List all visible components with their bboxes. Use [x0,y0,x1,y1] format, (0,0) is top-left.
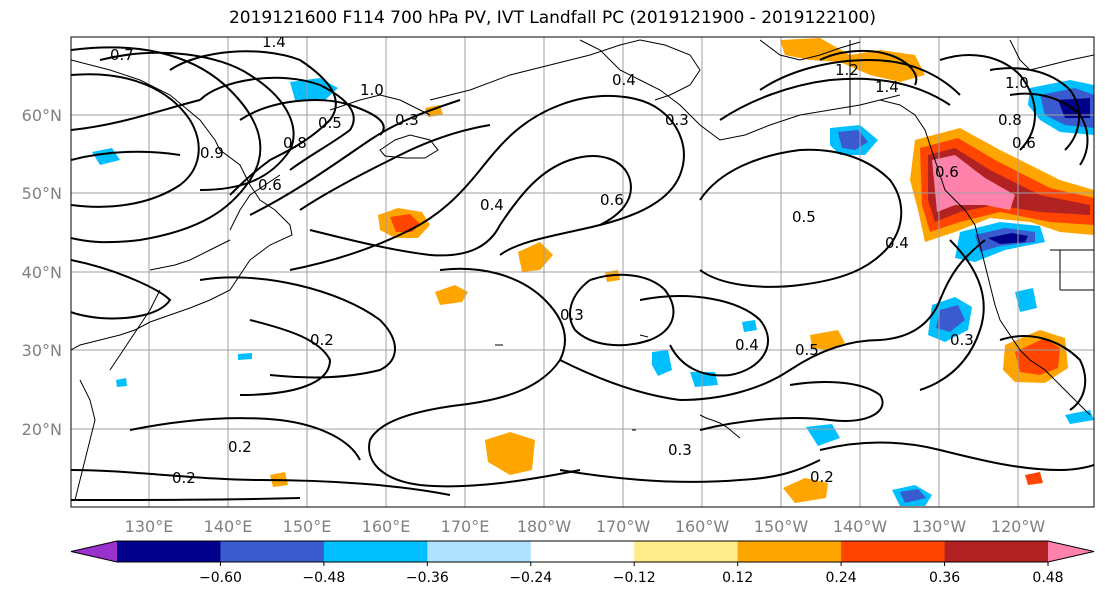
colorbar-extension-low [71,541,117,562]
shade-negative [900,489,926,503]
contour-label: 0.4 [612,71,636,89]
contour-label-group: 0.7 1.4 1.0 0.5 0.3 0.9 1.2 1.4 1.0 0.8 … [110,33,1036,487]
colorbar-bin [323,541,428,562]
colorbar-tick-label: −0.24 [509,570,552,586]
shade-positive [390,214,420,232]
shade-negative [690,372,718,387]
lon-label: 140°E [204,517,253,536]
coastlines [71,39,1094,501]
shade-positive [435,285,468,305]
contour-label: 0.4 [885,234,909,252]
pv-contours [71,46,1094,501]
shade-negative [806,424,840,446]
contour-label: 0.8 [998,111,1022,129]
lat-label: 50°N [22,184,62,203]
contour-label: 1.4 [875,78,899,96]
contour-label: 0.2 [172,469,196,487]
colorbar-tick-label: 0.12 [722,570,753,586]
contour-label: 0.6 [258,176,282,194]
colorbar-bin [530,541,635,562]
lat-label: 40°N [22,263,62,282]
colorbar: −0.60 −0.48 −0.36 −0.24 −0.12 0.12 0.24 0.36 0.4… [70,540,1095,586]
contour-label: 0.3 [668,441,692,459]
contour-label: 1.2 [835,61,859,79]
contour-label: 0.7 [110,46,134,64]
contour-label: 0.6 [1012,134,1036,152]
contour-label: 0.2 [810,468,834,486]
colorbar-bin [117,541,221,562]
lon-label: 180°W [517,517,572,536]
colorbar-bin [634,541,739,562]
contour-label: 0.6 [935,163,959,181]
contour-label: 0.2 [310,331,334,349]
shade-positive [810,330,845,350]
colorbar-bin [427,541,532,562]
contour-label: 0.4 [480,196,504,214]
colorbar-tick-label: −0.48 [302,570,345,586]
contour-label: 0.8 [283,134,307,152]
shade-negative [1058,98,1090,118]
lon-label: 170°E [441,517,490,536]
colorbar-tick-label: 0.24 [826,570,857,586]
colorbar-outline [70,540,1095,563]
shade-positive [485,432,535,475]
colorbar-tick-label: 0.48 [1032,570,1063,586]
lon-label: 150°E [283,517,332,536]
shading-layer [92,38,1094,506]
shade-negative [116,378,127,387]
contour-label: 0.4 [735,336,759,354]
contour-label: 1.4 [262,33,286,51]
shade-negative [1015,288,1037,312]
shade-negative [742,320,757,332]
contour-label: 0.3 [950,331,974,349]
shade-negative [1065,410,1094,424]
shade-negative [290,78,338,100]
contour-label: 0.6 [600,191,624,209]
shade-positive [783,478,828,503]
colorbar-extension-high [1048,541,1094,562]
lon-label: 120°W [991,517,1046,536]
contour-label: 0.3 [395,111,419,129]
contour-label: 1.0 [1005,74,1029,92]
colorbar-tick-label: −0.36 [406,570,449,586]
shade-positive [1025,472,1043,485]
contour-label: 0.5 [792,208,816,226]
map-title: 2019121600 F114 700 hPa PV, IVT Landfall… [228,8,876,28]
colorbar-bin [220,541,325,562]
colorbar-bin [944,541,1049,562]
contour-label: 0.5 [318,114,342,132]
colorbar-bin [737,541,842,562]
colorbar-tick-label: −0.12 [613,570,656,586]
contour-label: 0.3 [665,111,689,129]
lon-label: 140°W [833,517,888,536]
colorbar-tick-label: 0.36 [929,570,960,586]
graticule [71,37,1094,507]
shade-negative [652,350,672,376]
lon-label: 160°W [675,517,730,536]
lon-label: 170°W [596,517,651,536]
shade-negative [238,353,252,360]
shade-negative [92,148,120,165]
lon-label: 130°E [125,517,174,536]
colorbar-tick-label: −0.60 [199,570,242,586]
contour-label: 0.2 [228,438,252,456]
lon-label: 160°E [362,517,411,536]
lon-label: 150°W [754,517,809,536]
contour-label: 0.9 [200,144,224,162]
map-frame [70,36,1095,508]
shade-positive [518,242,553,272]
latitude-labels: 60°N 50°N 40°N 30°N 20°N [22,106,62,439]
contour-label: 1.0 [360,81,384,99]
lat-label: 30°N [22,341,62,360]
lat-label: 20°N [22,420,62,439]
colorbar-bin [841,541,946,562]
longitude-labels: 130°E 140°E 150°E 160°E 170°E 180°W 170°… [125,517,1046,536]
lat-label: 60°N [22,106,62,125]
contour-label: 0.3 [560,306,584,324]
shade-positive [1015,338,1060,375]
contour-label: 0.5 [795,341,819,359]
lon-label: 130°W [912,517,967,536]
shade-negative [936,305,965,332]
